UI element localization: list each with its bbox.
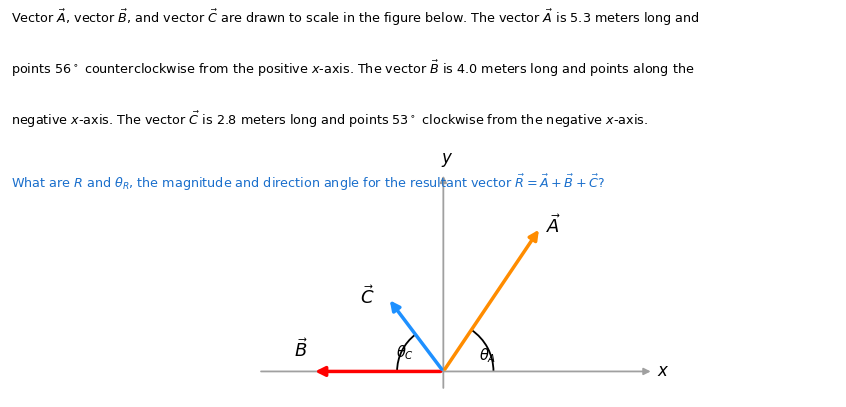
Text: $\vec{C}$: $\vec{C}$ bbox=[360, 285, 375, 308]
Text: negative $x$-axis. The vector $\vec{C}$ is 2.8 meters long and points 53$^\circ$: negative $x$-axis. The vector $\vec{C}$ … bbox=[11, 110, 648, 130]
Text: $\vec{A}$: $\vec{A}$ bbox=[547, 214, 561, 237]
Text: $\vec{B}$: $\vec{B}$ bbox=[294, 338, 309, 361]
Text: Vector $\vec{A}$, vector $\vec{B}$, and vector $\vec{C}$ are drawn to scale in t: Vector $\vec{A}$, vector $\vec{B}$, and … bbox=[11, 8, 700, 28]
Text: points 56$^\circ$ counterclockwise from the positive $x$-axis. The vector $\vec{: points 56$^\circ$ counterclockwise from … bbox=[11, 59, 695, 79]
Text: What are $R$ and $\theta_R$, the magnitude and direction angle for the resultant: What are $R$ and $\theta_R$, the magnitu… bbox=[11, 173, 605, 193]
Text: $\theta_C$: $\theta_C$ bbox=[396, 343, 414, 362]
Text: $\theta_A$: $\theta_A$ bbox=[479, 346, 496, 365]
Text: $y$: $y$ bbox=[441, 151, 453, 169]
Text: $x$: $x$ bbox=[657, 363, 670, 381]
